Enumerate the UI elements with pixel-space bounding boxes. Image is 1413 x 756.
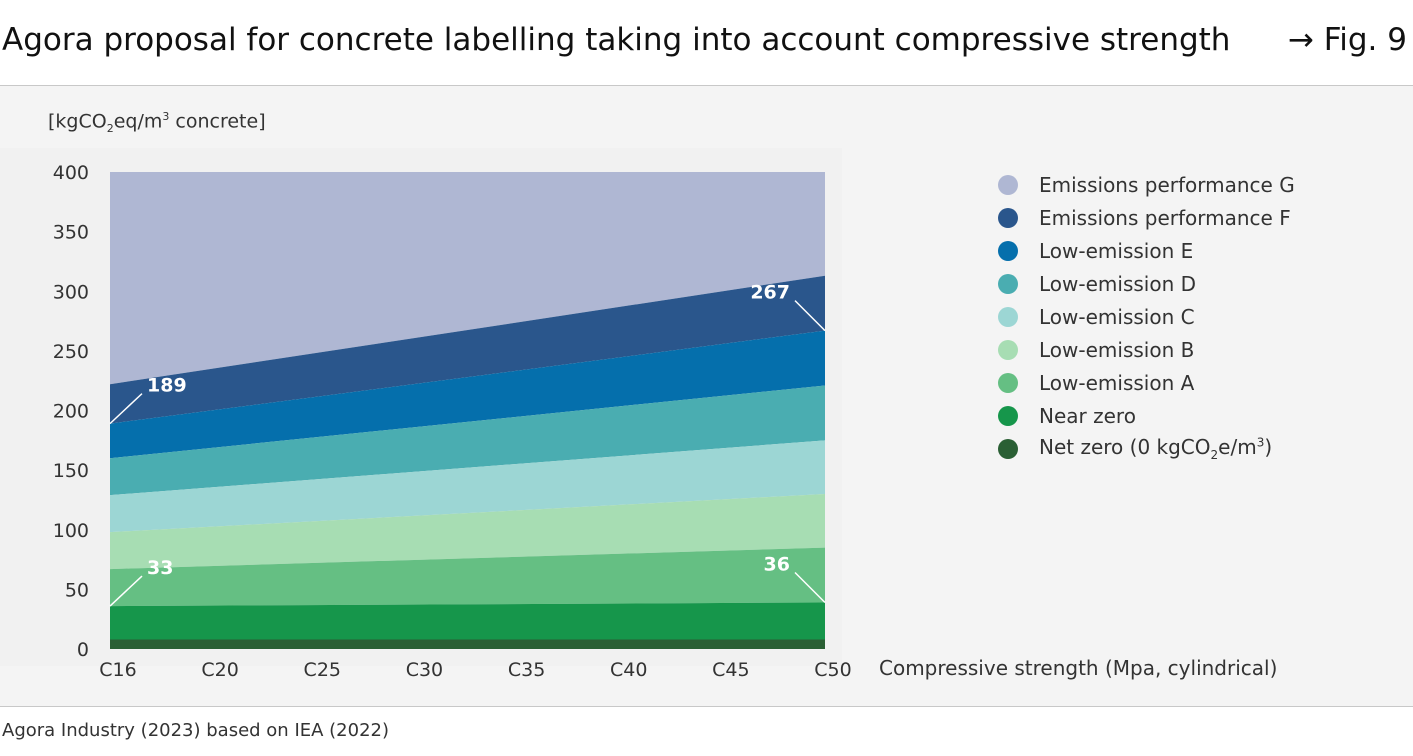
y-tick-label: 0: [77, 639, 89, 661]
y-tick-label: 400: [53, 162, 89, 184]
legend-label-b: Low-emission B: [1039, 337, 1195, 362]
x-tick-label: C16: [99, 659, 136, 681]
legend-swatch-f: [998, 207, 1018, 228]
legend-label-d: Low-emission D: [1039, 271, 1197, 296]
legend-label-f: Emissions performance F: [1039, 205, 1291, 230]
unit-text-2: eq/m: [113, 110, 163, 133]
area-band-5: [110, 440, 825, 533]
legend-swatch-d: [998, 273, 1018, 294]
x-tick-label: C40: [610, 659, 647, 681]
area-band-6: [110, 493, 825, 570]
area-band-2: [110, 275, 825, 424]
x-tick-label: C20: [201, 659, 238, 681]
y-tick-label: 150: [53, 460, 89, 482]
y-tick-label: 100: [53, 520, 89, 542]
figure-header: Agora proposal for concrete labelling ta…: [0, 0, 1413, 86]
footer-divider: [0, 706, 1413, 707]
area-band-4: [110, 385, 825, 496]
area-band-8: [110, 602, 825, 640]
y-tick-label: 50: [65, 579, 89, 601]
y-axis-unit: [kgCO2eq/m3 concrete]: [48, 110, 266, 135]
y-tick-label: 350: [53, 222, 89, 244]
area-band-1: [110, 172, 825, 385]
legend-label-net-zero: Net zero (0 kgCO2e/m3): [1039, 435, 1272, 462]
legend-item-g: Emissions performance G: [998, 168, 1295, 201]
legend-item-c: Low-emission C: [998, 300, 1295, 333]
legend-swatch-net-zero: [998, 438, 1018, 459]
legend-item-near-zero: Near zero: [998, 399, 1295, 432]
legend-swatch-e: [998, 240, 1018, 261]
legend-label-g: Emissions performance G: [1039, 172, 1295, 197]
figure-title: Agora proposal for concrete labelling ta…: [2, 22, 1231, 58]
area-band-7: [110, 547, 825, 607]
y-tick-label: 200: [53, 401, 89, 423]
x-tick-label: C25: [304, 659, 341, 681]
unit-text-1: [kgCO: [48, 110, 107, 133]
legend-item-net-zero: Net zero (0 kgCO2e/m3): [998, 432, 1295, 465]
legend-swatch-near-zero: [998, 405, 1018, 426]
legend-item-f: Emissions performance F: [998, 201, 1295, 234]
y-tick-label: 250: [53, 341, 89, 363]
unit-superscript: 3: [162, 110, 170, 123]
legend-label-c: Low-emission C: [1039, 304, 1195, 329]
legend: Emissions performance G Emissions perfor…: [998, 168, 1295, 465]
x-tick-label: C35: [508, 659, 545, 681]
area-band-3: [110, 330, 825, 459]
annotation-leader: [109, 393, 143, 425]
annotation-leader: [794, 571, 826, 604]
legend-label-e: Low-emission E: [1039, 238, 1194, 263]
legend-item-d: Low-emission D: [998, 267, 1295, 300]
legend-swatch-c: [998, 306, 1018, 327]
net-zero-text-2: e/m: [1218, 435, 1257, 459]
annotation-label: 36: [764, 553, 790, 575]
annotation-leader: [109, 575, 143, 607]
figure-reference: → Fig. 9: [1287, 22, 1407, 58]
annotation-label: 267: [750, 282, 790, 304]
area-band-9: [110, 639, 825, 649]
unit-subscript: 2: [106, 122, 114, 136]
source-note: Agora Industry (2023) based on IEA (2022…: [2, 720, 390, 741]
legend-item-e: Low-emission E: [998, 234, 1295, 267]
legend-swatch-a: [998, 372, 1018, 393]
legend-label-near-zero: Near zero: [1039, 403, 1136, 428]
net-zero-subscript: 2: [1210, 448, 1219, 462]
legend-item-a: Low-emission A: [998, 366, 1295, 399]
net-zero-text-1: Net zero (0 kgCO: [1039, 435, 1211, 459]
y-tick-label: 300: [53, 281, 89, 303]
legend-item-b: Low-emission B: [998, 333, 1295, 366]
legend-swatch-b: [998, 339, 1018, 360]
annotation-label: 189: [147, 375, 187, 397]
x-tick-label: C30: [406, 659, 443, 681]
annotation-label: 33: [147, 557, 173, 579]
annotation-leader: [794, 300, 826, 332]
x-tick-label: C45: [712, 659, 749, 681]
net-zero-superscript: 3: [1256, 435, 1265, 450]
x-axis-label: Compressive strength (Mpa, cylindrical): [879, 656, 1277, 680]
legend-label-a: Low-emission A: [1039, 370, 1195, 395]
legend-swatch-g: [998, 174, 1018, 195]
net-zero-text-3: ): [1264, 435, 1273, 459]
unit-text-3: concrete]: [169, 110, 266, 133]
x-tick-label: C50: [814, 659, 851, 681]
